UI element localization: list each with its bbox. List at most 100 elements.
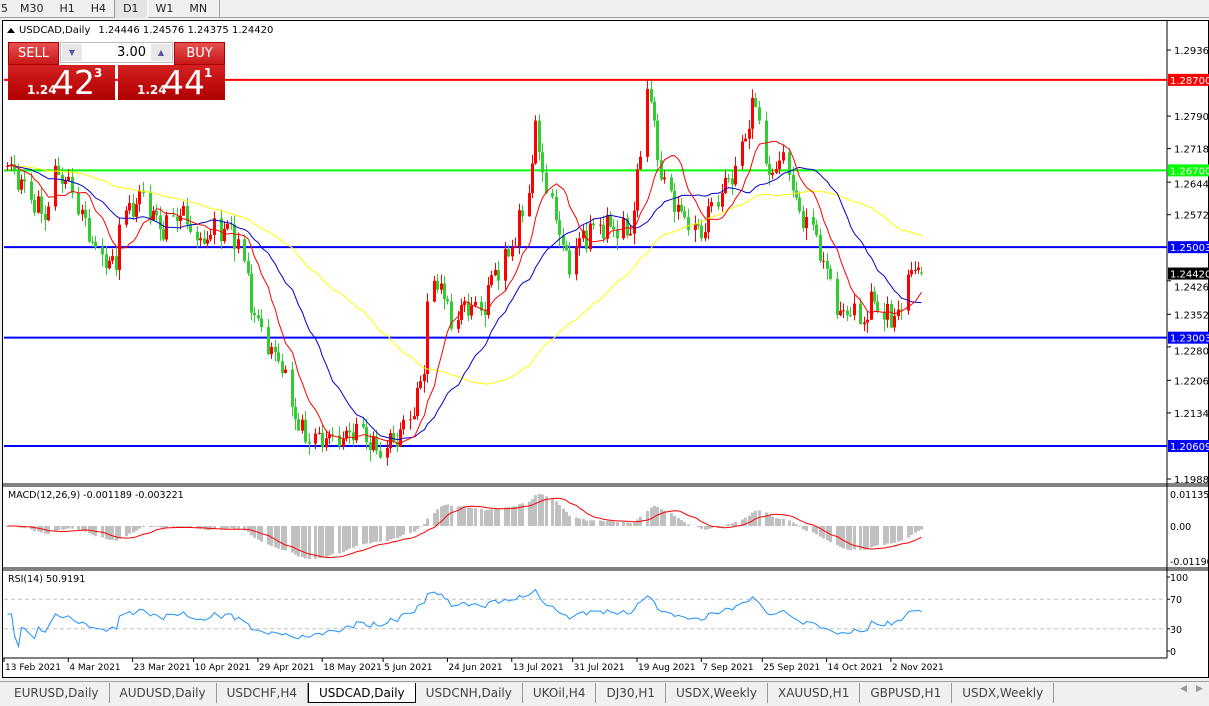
timeframe-mn[interactable]: MN: [189, 2, 208, 15]
x-tick-label: 31 Jul 2021: [574, 663, 625, 673]
bull-candle: [822, 260, 825, 262]
macd-bar: [775, 518, 778, 526]
macd-bar: [859, 526, 862, 550]
macd-bar: [396, 526, 399, 538]
macd-bar: [257, 526, 260, 540]
bear-candle: [446, 299, 449, 302]
y-tick-label: 1.29360: [1174, 46, 1209, 57]
bear-candle: [920, 272, 923, 274]
chart-tab[interactable]: DJ30,H1: [596, 682, 666, 703]
bull-candle: [782, 152, 785, 161]
macd-bar: [534, 495, 537, 526]
buy-price-fraction: 1: [204, 66, 213, 80]
bull-candle: [463, 301, 466, 306]
chart-tab[interactable]: USDCHF,H4: [217, 682, 309, 703]
bear-candle: [656, 120, 659, 161]
bull-candle: [423, 374, 426, 382]
macd-bar: [914, 526, 917, 533]
bear-candle: [13, 164, 16, 171]
ma-mid-line: [7, 165, 922, 441]
macd-bar: [101, 526, 104, 538]
bear-candle: [792, 174, 795, 191]
macd-bar: [132, 526, 135, 533]
bull-candle: [457, 320, 460, 329]
timeframe-d1[interactable]: D1: [114, 0, 148, 18]
bear-candle: [220, 218, 223, 242]
bull-candle: [599, 224, 602, 226]
macd-bar: [870, 526, 873, 548]
chart-tab[interactable]: AUDUSD,Daily: [110, 682, 217, 703]
level-price-tag: [1168, 331, 1209, 344]
buy-price-pips: 44: [163, 63, 205, 102]
macd-bar: [389, 526, 392, 540]
bear-candle: [768, 163, 771, 175]
bull-candle: [135, 204, 138, 217]
bear-candle: [727, 177, 730, 179]
bull-candle: [226, 223, 229, 229]
macd-bar: [707, 526, 710, 530]
bull-candle: [589, 223, 592, 249]
chart-tab[interactable]: USDCNH,Daily: [416, 682, 523, 703]
chart-tab[interactable]: USDCAD,Daily: [308, 682, 416, 703]
bull-candle: [494, 269, 497, 276]
chart-tab[interactable]: USDX,Weekly: [666, 682, 768, 703]
macd-bar: [375, 526, 378, 542]
macd-bar: [125, 526, 128, 537]
macd-bar: [744, 517, 747, 526]
sell-button[interactable]: SELL: [8, 42, 59, 65]
lot-input[interactable]: [83, 44, 149, 61]
chart-tab[interactable]: UKOil,H4: [523, 682, 597, 703]
sell-price-box[interactable]: 1.24 42 3: [8, 63, 115, 102]
lot-increase-icon[interactable]: ▲: [151, 44, 171, 61]
timeframe-5[interactable]: 5: [1, 2, 8, 15]
macd-bar: [338, 526, 341, 554]
scroll-left-icon[interactable]: ◀: [1180, 684, 1187, 694]
bear-candle: [379, 450, 382, 458]
macd-bar: [440, 506, 443, 526]
bear-candle: [23, 179, 26, 182]
timeframe-w1[interactable]: W1: [155, 2, 174, 15]
macd-bar: [33, 526, 36, 532]
macd-bar: [57, 526, 60, 531]
bull-candle: [724, 177, 727, 193]
buy-button[interactable]: BUY: [174, 42, 225, 65]
macd-bar: [646, 511, 649, 526]
chart-tab[interactable]: XAUUSD,H1: [768, 682, 861, 703]
timeframe-h1[interactable]: H1: [59, 2, 75, 15]
macd-bar: [846, 526, 849, 550]
bear-candle: [545, 172, 548, 193]
chart-tab[interactable]: GBPUSD,H1: [860, 682, 953, 703]
bull-candle: [917, 267, 920, 270]
macd-bar: [365, 526, 368, 544]
lot-decrease-icon[interactable]: ▼: [62, 44, 82, 61]
bear-candle: [149, 193, 152, 221]
bull-candle: [853, 303, 856, 316]
macd-bar: [778, 518, 781, 526]
macd-bar: [369, 526, 372, 544]
timeframe-h4[interactable]: H4: [90, 2, 107, 15]
one-click-trading-panel: SELL ▼ ▲ BUY 1.24 42 3 1.24 44 1: [8, 42, 226, 102]
macd-bar: [629, 523, 632, 526]
macd-bar: [531, 499, 534, 526]
timeframe-m30[interactable]: M30: [20, 2, 44, 15]
buy-price-box[interactable]: 1.24 44 1: [118, 63, 225, 102]
macd-bar: [771, 516, 774, 526]
macd-bar: [179, 526, 182, 528]
chart-tab[interactable]: USDX,Weekly: [952, 682, 1055, 703]
macd-bar: [71, 526, 74, 529]
chart-tab[interactable]: EURUSD,Daily: [4, 682, 110, 703]
bear-candle: [57, 165, 60, 175]
macd-bar: [541, 494, 544, 526]
bear-candle: [247, 260, 250, 274]
bull-candle: [301, 419, 304, 431]
bull-candle: [606, 215, 609, 239]
bull-candle: [270, 346, 273, 355]
y-tick-label: 1.22800: [1174, 347, 1209, 358]
macd-bar: [585, 520, 588, 526]
bear-candle: [876, 301, 879, 312]
macd-bar: [155, 526, 158, 527]
scroll-right-icon[interactable]: ▶: [1196, 684, 1203, 694]
bear-candle: [94, 241, 97, 248]
macd-bar: [616, 522, 619, 526]
